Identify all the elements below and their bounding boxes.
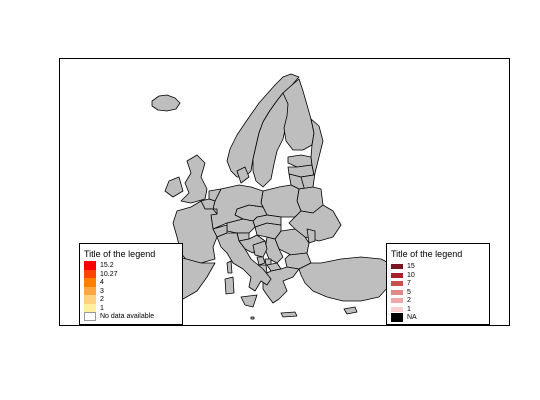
legend-label: NA	[407, 314, 417, 321]
region-ukraine	[288, 204, 342, 242]
legend-swatch	[84, 278, 96, 287]
region-iceland	[151, 94, 181, 112]
legend-swatch	[391, 313, 403, 322]
legend-swatch	[391, 272, 403, 278]
legend-label: No data available	[100, 313, 155, 320]
legend-swatch	[84, 303, 96, 313]
region-uk	[180, 154, 208, 204]
legend-label: 1	[407, 305, 411, 313]
region-sardinia	[224, 276, 235, 295]
legend-label: 2	[100, 296, 104, 303]
legend-label: 10	[407, 271, 415, 279]
region-russia	[300, 118, 324, 192]
region-cyprus	[343, 306, 358, 315]
region-poland	[260, 184, 302, 218]
region-greece	[262, 266, 300, 304]
legend-label: 3	[100, 287, 104, 295]
region-malta	[250, 316, 255, 320]
legend-swatch	[391, 281, 403, 286]
region-ireland	[164, 176, 184, 198]
legend-label: 7	[407, 280, 411, 287]
legend-title: Title of the legend	[84, 249, 156, 259]
legend-label: 2	[407, 297, 411, 304]
region-crete	[280, 311, 298, 318]
region-turkey	[298, 256, 390, 302]
legend-swatch	[84, 261, 96, 270]
region-italy	[216, 232, 272, 292]
legend-swatch	[84, 286, 96, 296]
legend-label: 10.27	[100, 270, 118, 278]
legend-label: 15	[407, 263, 415, 270]
region-denmark	[236, 166, 250, 184]
legend-title: Title of the legend	[391, 249, 463, 259]
legend-swatch	[391, 264, 403, 269]
region-sicily	[240, 294, 258, 308]
legend-label: 15.2	[100, 262, 114, 269]
legend-left: Title of the legend 15.2 10.27 4 3 2 1 No data…	[79, 243, 183, 325]
region-bosnia	[252, 240, 268, 258]
region-moldova	[306, 228, 316, 244]
region-corsica	[226, 260, 233, 274]
region-austria	[226, 218, 256, 234]
legend-right: Title of the legend 15 10 7 5 2 1 NA	[386, 243, 490, 325]
europe-map	[142, 73, 390, 320]
legend-label: 5	[407, 288, 411, 296]
legend-swatch	[84, 269, 96, 279]
legend-label: 4	[100, 279, 104, 286]
region-finland	[282, 78, 315, 151]
region-montenegro	[256, 256, 266, 266]
legend-swatch	[84, 312, 96, 321]
legend-swatch	[391, 298, 403, 303]
legend-swatch	[84, 295, 96, 304]
legend-swatch	[391, 306, 403, 312]
legend-swatch	[391, 289, 403, 295]
legend-label: 1	[100, 304, 104, 312]
